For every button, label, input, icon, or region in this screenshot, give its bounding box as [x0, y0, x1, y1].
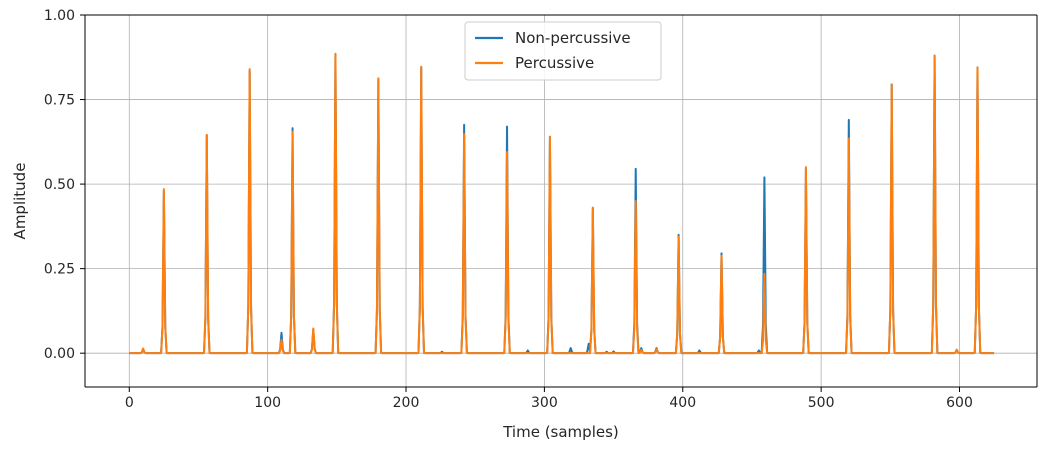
legend-label: Percussive	[515, 54, 594, 72]
series-line-percussive	[129, 52, 995, 355]
legend-box	[464, 21, 662, 81]
y-tick-label: 0.00	[44, 346, 75, 362]
x-tick-label: 400	[669, 395, 696, 411]
x-tick-label: 600	[946, 395, 973, 411]
x-tick-label: 0	[125, 395, 134, 411]
y-tick-label: 0.25	[44, 262, 75, 278]
x-tick-label: 300	[531, 395, 558, 411]
y-tick-label: 0.50	[44, 177, 75, 193]
x-axis-label: Time (samples)	[502, 423, 619, 441]
x-tick-label: 200	[393, 395, 420, 411]
y-tick-label: 1.00	[44, 8, 75, 24]
x-tick-label: 100	[254, 395, 281, 411]
y-axis-label: Amplitude	[11, 163, 29, 240]
x-tick-label: 500	[808, 395, 835, 411]
legend-label: Non-percussive	[515, 29, 631, 47]
y-tick-label: 0.75	[44, 93, 75, 109]
